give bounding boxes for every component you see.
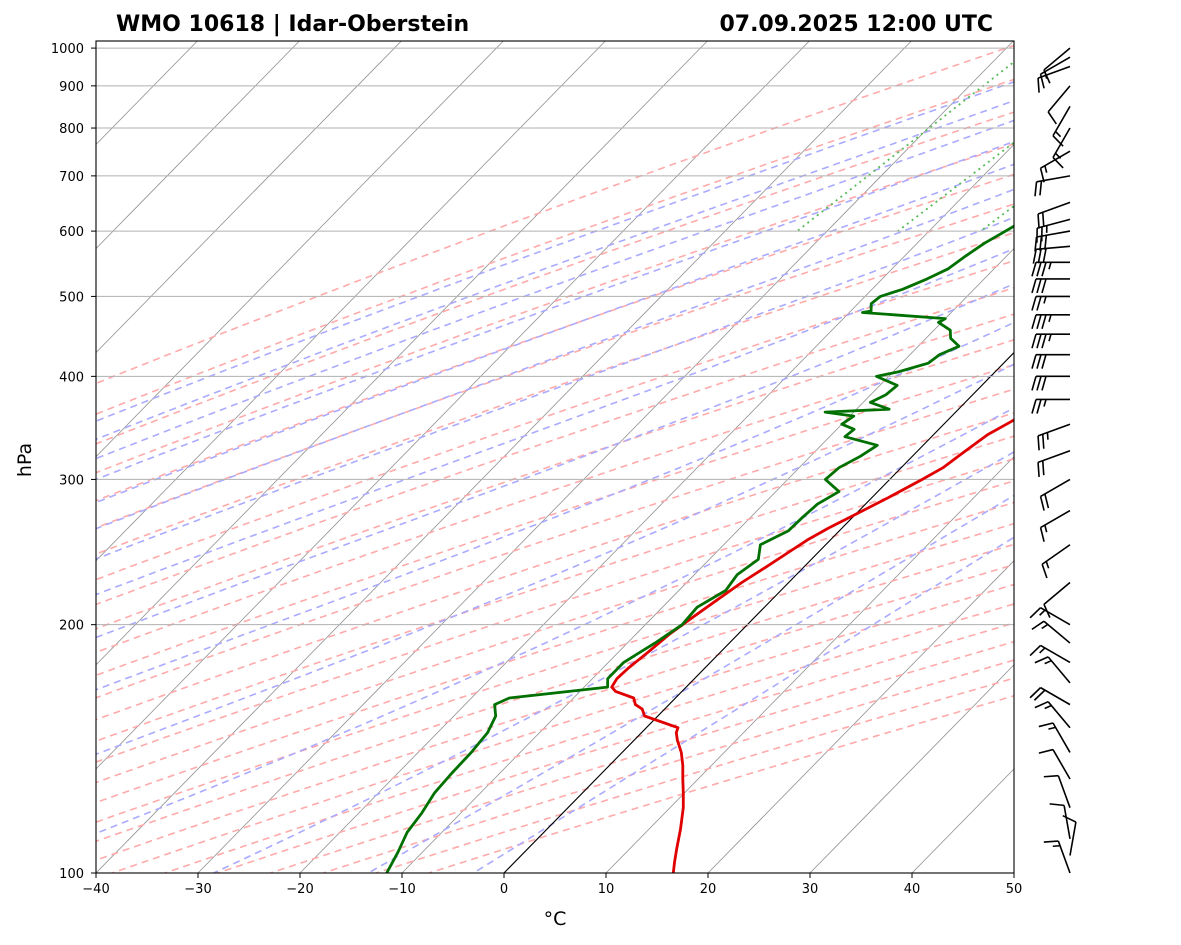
y-tick-label-400: 400 <box>59 370 84 385</box>
wind-barb-feather <box>1043 461 1044 476</box>
x-tick-label-2: −20 <box>286 882 313 897</box>
y-tick-label-900: 900 <box>59 80 84 95</box>
y-tick-label-700: 700 <box>59 170 84 185</box>
wind-barb-half-feather <box>1047 432 1048 439</box>
chart-title-datetime: 07.09.2025 12:00 UTC <box>719 12 993 37</box>
wind-barb-half-feather <box>1053 846 1060 847</box>
y-tick-label-800: 800 <box>59 122 84 137</box>
wind-barb-feather <box>1044 776 1059 777</box>
wind-barb-feather <box>1038 462 1039 477</box>
x-tick-label-0: −40 <box>82 882 109 897</box>
wind-barb-feather <box>1044 841 1059 842</box>
wind-barb-feather <box>1038 78 1039 93</box>
wind-barb-feather <box>1038 214 1039 229</box>
wind-barb-feather <box>1043 212 1044 227</box>
x-tick-label-6: 20 <box>700 882 717 897</box>
y-tick-label-300: 300 <box>59 473 84 488</box>
x-tick-label-7: 30 <box>802 882 819 897</box>
x-tick-label-1: −30 <box>184 882 211 897</box>
y-tick-label-100: 100 <box>59 867 84 882</box>
wind-barb-feather <box>1043 434 1044 449</box>
x-tick-label-8: 40 <box>904 882 921 897</box>
y-axis-label: hPa <box>14 443 36 477</box>
x-tick-label-4: 0 <box>500 882 508 897</box>
y-tick-label-600: 600 <box>59 225 84 240</box>
chart-title-station: WMO 10618 | Idar-Oberstein <box>116 12 469 37</box>
x-tick-label-9: 50 <box>1006 882 1023 897</box>
x-axis-label: °C <box>544 908 567 930</box>
x-tick-label-5: 10 <box>598 882 615 897</box>
y-tick-label-200: 200 <box>59 619 84 634</box>
y-tick-label-500: 500 <box>59 290 84 305</box>
x-tick-label-3: −10 <box>388 882 415 897</box>
wind-barb-feather <box>1038 436 1039 451</box>
y-tick-label-1000: 1000 <box>51 42 84 57</box>
